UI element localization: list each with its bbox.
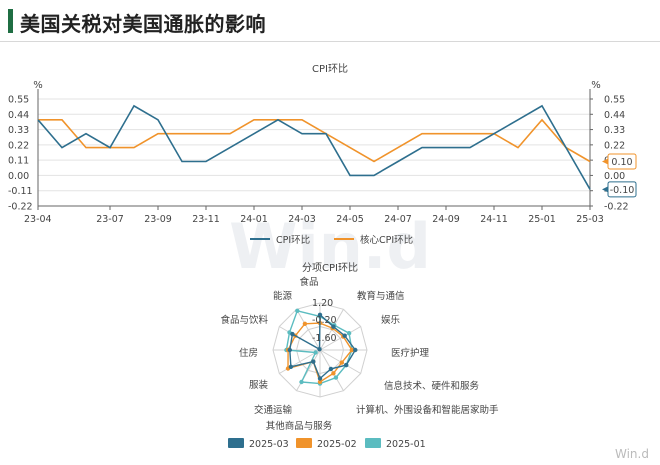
x-tick-label: 24-09 (432, 214, 460, 225)
radar-point (344, 362, 349, 368)
line-chart-title: CPI环比 (312, 63, 348, 75)
end-value-pointer (602, 186, 608, 193)
radar-point (295, 308, 300, 313)
x-tick-label: 25-03 (576, 214, 604, 225)
x-tick-label: 23-04 (24, 214, 52, 225)
radar-point (317, 379, 323, 385)
x-tick-label: 23-07 (96, 214, 124, 225)
y-tick-label-right: -0.22 (604, 202, 629, 213)
y-tick-label-right: 0.00 (604, 171, 625, 182)
left-unit-label: % (33, 80, 43, 91)
radar-r-tick-label: -1.60 (312, 333, 337, 344)
y-tick-label-right: 0.55 (604, 95, 625, 106)
legend-label: 2025-01 (386, 439, 426, 450)
radar-axis-label: 交通运输 (254, 404, 293, 416)
y-tick-label-left: 0.11 (8, 156, 29, 167)
radar-point (311, 359, 316, 364)
legend-label: 2025-03 (249, 439, 289, 450)
radar-axis-label: 娱乐 (381, 314, 401, 326)
radar-point (299, 379, 304, 385)
y-tick-label-left: -0.11 (8, 186, 33, 197)
y-tick-label-right: 0.22 (604, 140, 625, 151)
radar-point (328, 366, 334, 372)
radar-axis-label: 其他商品与服务 (266, 420, 333, 432)
legend-swatch (296, 438, 312, 448)
radar-point (346, 331, 352, 336)
radar-axis-label: 教育与通信 (357, 290, 405, 302)
radar-point (317, 312, 323, 317)
line-chart-legend: CPI环比 核心CPI环比 (250, 234, 413, 246)
radar-r-tick-label: -0.20 (312, 315, 337, 326)
radar-r-tick-label: 1.20 (312, 298, 333, 309)
radar-axis-label: 信息技术、硬件和服务 (384, 380, 480, 392)
radar-chart-legend: 2025-03 2025-02 2025-01 (228, 438, 426, 450)
legend-label: CPI环比 (276, 234, 310, 246)
legend-swatch (365, 438, 381, 448)
x-tick-label: 25-01 (528, 214, 556, 225)
x-tick-label: 24-11 (480, 214, 508, 225)
radar-point (339, 360, 344, 365)
radar-axis-label: 住房 (239, 347, 258, 359)
x-tick-label: 24-05 (336, 214, 364, 225)
radar-chart-title: 分项CPI环比 (302, 262, 358, 274)
end-value-label: 0.10 (611, 157, 632, 168)
radar-point (317, 347, 322, 352)
line-chart: CPI环比 % % 0.55 0.44 0.33 0.22 0.11 0.00 -0.11 -… (8, 63, 637, 246)
title-accent-bar (8, 9, 13, 33)
radar-axis-label: 计算机、外围设备和智能居家助手 (356, 404, 499, 416)
y-tick-label-left: 0.33 (8, 125, 29, 136)
radar-point (342, 333, 347, 338)
radar-point (287, 347, 292, 353)
radar-point (333, 375, 339, 380)
y-tick-label-left: 0.00 (8, 171, 29, 182)
radar-point (331, 371, 336, 376)
radar-spoke (319, 326, 361, 351)
radar-axis-label: 食品 (299, 276, 318, 288)
radar-point (353, 347, 358, 353)
x-tick-label: 24-03 (288, 214, 316, 225)
radar-point (290, 331, 295, 337)
radar-point (317, 376, 323, 381)
y-tick-label-left: 0.55 (8, 95, 29, 106)
y-tick-label-left: 0.44 (8, 110, 29, 121)
footer-brand: Win.d (615, 447, 649, 461)
series-line (37, 104, 591, 190)
radar-axis-label: 服装 (249, 379, 269, 391)
radar-point (331, 324, 336, 329)
radar-point (349, 347, 355, 353)
end-value-pointer (602, 158, 608, 165)
x-tick-label: 24-01 (240, 214, 268, 225)
radar-spoke (296, 349, 321, 391)
x-tick-label: 23-09 (144, 214, 172, 225)
x-tick-label: 23-11 (192, 214, 220, 225)
radar-axis-label: 食品与饮料 (220, 314, 268, 326)
watermark: Win.d (229, 210, 431, 283)
legend-swatch (228, 438, 244, 448)
radar-point (288, 364, 294, 369)
radar-axis-label: 医疗护理 (391, 347, 430, 359)
right-unit-label: % (591, 80, 601, 91)
radar-spoke (279, 349, 321, 374)
page-header: 美国关税对美国通胀的影响 (0, 0, 660, 42)
legend-label: 2025-02 (317, 439, 357, 450)
radar-spoke (296, 309, 321, 351)
y-tick-label-left: 0.22 (8, 140, 29, 151)
legend-label: 核心CPI环比 (360, 234, 413, 246)
radar-point (313, 350, 318, 355)
radar-point (302, 321, 308, 326)
x-tick-label: 24-07 (384, 214, 412, 225)
radar-chart: 分项CPI环比 食品教育与通信娱乐医疗护理信息技术、硬件和服务计算机、外围设备和… (220, 262, 499, 450)
radar-axis-label: 能源 (273, 290, 293, 302)
series-line (38, 118, 591, 163)
y-tick-label-right: 0.44 (604, 110, 625, 121)
end-value-label: -0.10 (610, 185, 635, 196)
header-divider (0, 41, 660, 42)
page-title: 美国关税对美国通胀的影响 (20, 12, 266, 36)
y-tick-label-left: -0.22 (8, 202, 33, 213)
y-tick-label-right: 0.33 (604, 125, 625, 136)
